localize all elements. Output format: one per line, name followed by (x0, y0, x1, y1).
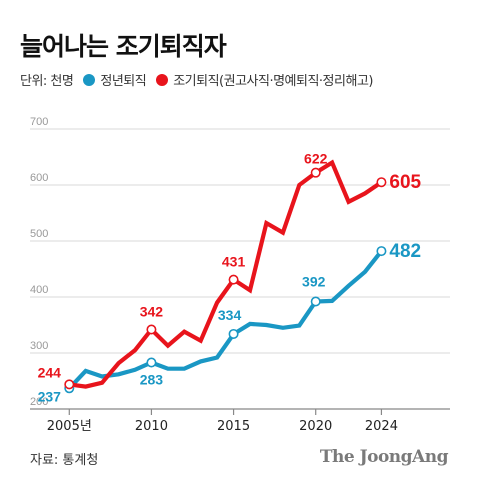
data-point-marker (376, 246, 387, 257)
data-label: 482 (389, 241, 421, 262)
chart-legend: 단위: 천명 정년퇴직 조기퇴직(권고사직·명예퇴직·정리해고) (20, 70, 373, 89)
unit-label: 단위: 천명 (20, 74, 74, 89)
x-tick-label: 2020 (299, 419, 332, 434)
data-point-marker (64, 379, 75, 390)
legend-dot-early-retirement (156, 73, 169, 86)
data-point-marker (228, 328, 239, 339)
data-point-marker (228, 274, 239, 285)
data-point-marker (146, 324, 157, 335)
y-tick-label: 700 (30, 116, 48, 128)
legend-dot-retirement-age (83, 73, 96, 86)
data-label: 244 (38, 364, 62, 380)
data-label: 342 (140, 303, 164, 319)
x-tick-label: 2010 (135, 419, 168, 434)
y-tick-label: 400 (30, 284, 48, 296)
chart-title: 늘어나는 조기퇴직자 (20, 32, 227, 61)
legend-label-retirement-age: 정년퇴직 (100, 74, 147, 89)
data-point-marker (146, 357, 157, 368)
series-line-retirement-age (67, 249, 384, 390)
publisher-logo: The JoongAng (319, 447, 449, 467)
y-tick-label: 600 (30, 172, 48, 184)
data-label: 622 (304, 151, 328, 167)
data-label: 605 (389, 172, 421, 193)
y-tick-label: 500 (30, 228, 48, 240)
x-tick-label: 2005년 (47, 419, 92, 434)
data-point-marker (376, 177, 387, 188)
data-label: 237 (38, 388, 62, 404)
data-label: 283 (140, 372, 164, 388)
data-label: 431 (222, 254, 246, 270)
series-line-early-retirement (69, 159, 383, 389)
data-label: 392 (302, 273, 326, 289)
data-label: 334 (218, 307, 242, 323)
source-note: 자료: 통계청 (30, 453, 99, 468)
y-tick-label: 300 (30, 340, 48, 352)
data-point-marker (310, 296, 321, 307)
x-tick-label: 2015 (217, 419, 250, 434)
legend-label-early-retirement: 조기퇴직(권고사직·명예퇴직·정리해고) (173, 74, 373, 89)
y-tick-label: 200 (30, 396, 48, 408)
data-point-marker (310, 167, 321, 178)
x-tick-label: 2024 (365, 419, 398, 434)
